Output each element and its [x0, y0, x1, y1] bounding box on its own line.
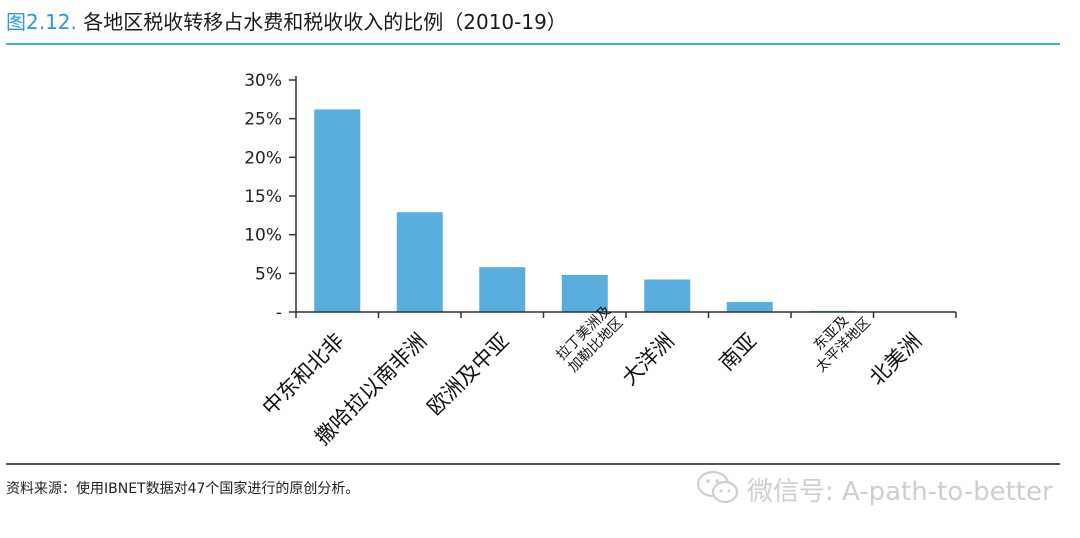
y-tick-label: 25%: [244, 110, 282, 130]
y-tick-label: -: [276, 303, 282, 323]
x-tick-label: 大洋洲: [617, 329, 679, 391]
watermark-text: 微信号: A-path-to-better: [747, 477, 1053, 507]
y-tick-label: 5%: [255, 264, 282, 284]
x-tick-label: 东亚及太平洋地区: [801, 303, 874, 376]
bar: [314, 109, 361, 313]
figure-title: 图2.12. 各地区税收转移占水费和税收收入的比例（2010-19）: [6, 6, 567, 35]
bar: [479, 267, 526, 312]
y-tick-label: 10%: [244, 226, 282, 246]
footer-rule: [6, 463, 1060, 465]
x-tick-label: 欧洲及中亚: [423, 329, 514, 420]
bar: [561, 274, 608, 312]
y-tick-label: 30%: [244, 71, 282, 91]
figure-title-text: 各地区税收转移占水费和税收收入的比例（2010-19）: [76, 10, 567, 34]
bar: [644, 279, 691, 312]
source-note: 资料来源：使用IBNET数据对47个国家进行的原创分析。: [6, 481, 360, 497]
title-rule: [6, 43, 1060, 45]
wechat-icon: [696, 470, 739, 504]
x-tick-label: 南亚: [715, 329, 762, 376]
wechat-watermark: 微信号: A-path-to-better: [695, 467, 1065, 507]
x-tick-label: 北美洲: [865, 329, 927, 391]
bar: [726, 301, 773, 312]
bar: [396, 212, 443, 312]
x-tick-label: 拉丁美洲及加勒比地区: [554, 303, 627, 376]
y-tick-label: 20%: [244, 148, 282, 168]
y-tick-label: 15%: [244, 187, 282, 207]
x-tick-label: 中东和北非: [258, 329, 349, 420]
figure-number: 图2.12.: [6, 10, 77, 34]
